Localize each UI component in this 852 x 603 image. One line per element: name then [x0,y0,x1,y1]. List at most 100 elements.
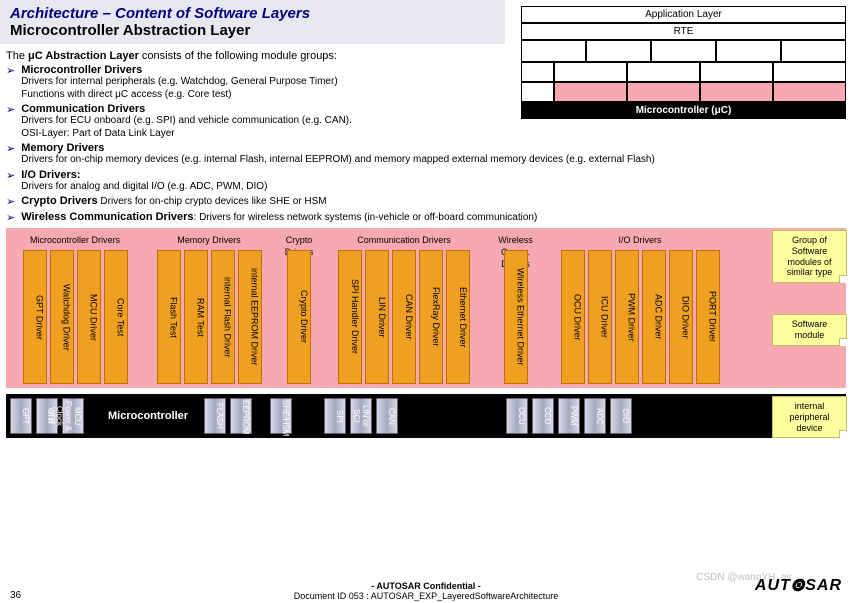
layer-cell [700,62,773,82]
bullet-desc: Drivers for analog and digital I/O (e.g.… [21,181,852,194]
peripheral: EEPROM [230,398,252,434]
main-diagram: Microcontroller Drivers GPT DriverWatchdo… [6,228,846,438]
layer-cell [586,40,651,62]
bullet-arrow-icon: ➢ [6,142,15,167]
peripheral: ADC [584,398,606,434]
doc-id: Document ID 053 : AUTOSAR_EXP_LayeredSof… [0,591,852,601]
bullet-item: ➢ Wireless Communication Drivers: Drivers… [6,211,852,225]
peripheral: FLASH [204,398,226,434]
layer-app: Application Layer [521,6,846,23]
layer-cell-mcal [773,82,846,102]
modules-row: Flash TestRAM Testinternal Flash Driveri… [144,250,274,384]
peripheral: DIO [610,398,632,434]
layer-stack-diagram: Application Layer RTE Microcontroller (μ… [521,6,846,119]
group-header: Memory Drivers [144,234,274,246]
software-module: Flash Test [157,250,181,384]
software-module: Ethernet Driver [446,250,470,384]
modules-row: Crypto Driver [278,250,320,384]
layer-cell [521,82,554,102]
software-module: CAN Driver [392,250,416,384]
bullet-desc: Drivers for on-chip memory devices (e.g.… [21,154,852,167]
software-module: SPI Handler Driver [338,250,362,384]
annotation-note: Software module [772,314,847,346]
layer-cell [716,40,781,62]
title-line-2: Microcontroller Abstraction Layer [10,22,495,39]
bullet-desc: Drivers for on-chip crypto devices like … [98,196,327,207]
layer-cell [781,40,846,62]
bullet-arrow-icon: ➢ [6,64,15,101]
modules-row: OCU DriverICU DriverPWM DriverADC Driver… [547,250,733,384]
bullet-body: Memory DriversDrivers for on-chip memory… [21,142,852,167]
software-module: OCU Driver [561,250,585,384]
mcu-label: Microcontroller [96,410,200,422]
bullet-title: I/O Drivers: [21,169,852,181]
group-header: Microcontroller Drivers [10,234,140,246]
peripheral: CAN [376,398,398,434]
driver-group: Crypto DriversCrypto Driver [278,234,320,384]
modules-row: Wireless Ethernet Driver [488,250,543,384]
software-module: Watchdog Driver [50,250,74,384]
bullet-arrow-icon: ➢ [6,103,15,140]
software-module: ICU Driver [588,250,612,384]
layer-rte: RTE [521,23,846,40]
software-module: DIO Driver [669,250,693,384]
software-module: LIN Driver [365,250,389,384]
bullet-arrow-icon: ➢ [6,211,15,225]
intro-suffix: consists of the following module groups: [139,50,337,62]
software-module: Crypto Driver [287,250,311,384]
intro-bold: μC Abstraction Layer [28,50,139,62]
peripheral: SPI [324,398,346,434]
bullet-title: Crypto Drivers [21,195,97,207]
peripheral: MCU Power & Clock Unit [62,398,84,434]
layer-cell-mcal [700,82,773,102]
software-module: GPT Driver [23,250,47,384]
modules-row: GPT DriverWatchdog DriverMCU DriverCore … [10,250,140,384]
layer-cell-mcal [627,82,700,102]
peripheral: SHE/HSM [270,398,292,434]
mcu-bar: GPTWDTMCU Power & Clock UnitMicrocontrol… [6,394,846,438]
title-line-1: Architecture – Content of Software Layer… [10,5,495,22]
bullet-body: I/O Drivers:Drivers for analog and digit… [21,169,852,194]
bullet-item: ➢ Crypto Drivers Drivers for on-chip cryp… [6,195,852,209]
layer-cell [554,62,627,82]
driver-group: Memory DriversFlash TestRAM Testinternal… [144,234,274,384]
software-module: MCU Driver [77,250,101,384]
bullet-arrow-icon: ➢ [6,195,15,209]
software-module: internal Flash Driver [211,250,235,384]
software-module: ADC Driver [642,250,666,384]
bullet-item: ➢Memory DriversDrivers for on-chip memor… [6,142,852,167]
page-number: 36 [10,590,21,601]
mcal-container: Microcontroller Drivers GPT DriverWatchdo… [6,228,846,388]
bullet-title: Memory Drivers [21,142,852,154]
annotation-note: Group of Software modules of similar typ… [772,230,847,283]
driver-group: Wireless Comm. Drivers Wireless Ethernet … [488,234,543,384]
group-header: I/O Drivers [547,234,733,246]
group-header: Wireless Comm. Drivers [488,234,543,246]
title-bar: Architecture – Content of Software Layer… [0,0,505,44]
layer-cell [773,62,846,82]
software-module: Core Test [104,250,128,384]
layer-cell-mcal [554,82,627,102]
bullet-title: Wireless Communication Drivers [21,211,193,223]
group-header: Communication Drivers [324,234,484,246]
software-module: PORT Driver [696,250,720,384]
driver-group: I/O Drivers OCU DriverICU DriverPWM Drive… [547,234,733,384]
layer-cell [627,62,700,82]
bullet-arrow-icon: ➢ [6,169,15,194]
peripheral: PWM [558,398,580,434]
layer-mcu: Microcontroller (μC) [521,102,846,119]
annotation-note: internal peripheral device [772,396,847,438]
software-module: RAM Test [184,250,208,384]
layer-cell [521,40,586,62]
autosar-logo: AUT⊙SAR [755,575,842,595]
peripheral: OCU [506,398,528,434]
driver-group: Communication Drivers SPI Handler DriverL… [324,234,484,384]
bullet-body: Crypto Drivers Drivers for on-chip crypt… [21,195,852,209]
intro-prefix: The [6,50,28,62]
layer-cell [521,62,554,82]
bullet-body: Wireless Communication Drivers: Drivers … [21,211,852,225]
layer-cell [651,40,716,62]
software-module: FlexRay Driver [419,250,443,384]
software-module: PWM Driver [615,250,639,384]
software-module: internal EEPROM Driver [238,250,262,384]
